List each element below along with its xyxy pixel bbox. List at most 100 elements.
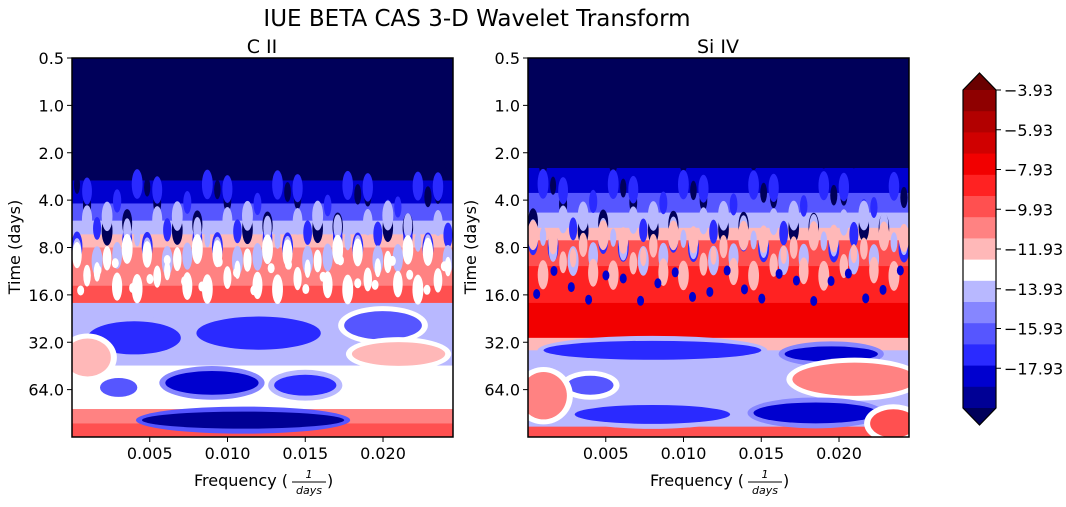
spike <box>657 122 669 153</box>
panel-title: Si IV <box>697 36 739 58</box>
dot <box>758 293 766 304</box>
spike <box>577 201 589 232</box>
spike <box>392 122 404 153</box>
spike <box>640 247 647 267</box>
spike <box>282 239 293 267</box>
dot <box>198 281 206 292</box>
spike <box>830 184 838 206</box>
spike <box>779 220 789 246</box>
heatmap-area <box>528 58 909 437</box>
colorbar-segment <box>963 132 996 154</box>
dot <box>654 278 662 289</box>
spike <box>344 231 351 251</box>
spike <box>152 176 163 204</box>
spike <box>81 205 93 234</box>
spike <box>537 168 549 199</box>
dot <box>567 282 575 293</box>
spike <box>710 246 717 265</box>
blob <box>344 311 422 340</box>
dot <box>844 268 852 279</box>
spike <box>878 221 890 251</box>
dot <box>129 282 137 293</box>
spike <box>412 171 424 201</box>
spike <box>680 229 687 248</box>
spike <box>749 145 759 171</box>
spike <box>900 186 908 209</box>
spike <box>303 220 312 245</box>
colorbar-segment <box>963 259 996 282</box>
y-tick-label: 1.0 <box>495 96 520 115</box>
spike <box>322 243 333 272</box>
spike <box>820 231 828 251</box>
colorbar-tick-label: −17.93 <box>1004 359 1063 378</box>
blob <box>574 404 731 424</box>
contour-band <box>72 285 453 304</box>
spike <box>83 264 91 287</box>
y-tick-label: 8.0 <box>39 239 64 258</box>
spike <box>569 217 578 241</box>
spike <box>748 170 759 200</box>
spike <box>868 122 880 153</box>
spike <box>589 189 598 214</box>
dot <box>602 270 610 281</box>
spike <box>173 247 182 272</box>
spike <box>203 148 212 173</box>
spike <box>539 226 547 246</box>
spike <box>607 260 619 290</box>
spike <box>272 170 283 200</box>
spike <box>688 226 699 254</box>
spike <box>354 184 362 205</box>
spike <box>373 221 383 247</box>
blob <box>753 402 878 424</box>
spike <box>102 246 112 271</box>
x-axis-label-text: Frequency ( <box>194 471 288 490</box>
spike <box>799 195 808 217</box>
y-tick-label: 0.5 <box>495 49 520 68</box>
colorbar-tick-label: −11.93 <box>1004 240 1063 259</box>
spike <box>253 192 262 216</box>
dot <box>233 267 241 278</box>
spike <box>888 260 900 291</box>
spike <box>748 260 760 291</box>
dot <box>533 288 541 299</box>
spike <box>443 222 453 249</box>
y-tick-label: 2.0 <box>495 144 520 163</box>
spike <box>181 123 193 153</box>
colorbar-segment <box>963 153 996 176</box>
dot <box>319 271 327 282</box>
spike <box>402 235 414 265</box>
spike <box>658 258 669 286</box>
spike <box>728 257 739 286</box>
colorbar-segment <box>963 386 996 409</box>
colorbar: −3.93 −5.93 −7.93 −9.93 −11.93 −13.93 −15.93 −1… <box>962 72 1063 426</box>
spike <box>414 231 422 252</box>
spike <box>667 220 679 251</box>
spike <box>780 245 787 264</box>
dot <box>740 284 748 295</box>
spike <box>312 200 324 231</box>
spike <box>403 213 413 238</box>
blob <box>274 374 337 396</box>
spike <box>252 243 263 271</box>
blob <box>870 409 909 437</box>
spike <box>232 138 243 165</box>
y-axis-label: Time (days) <box>461 200 480 296</box>
x-axis-label: Frequency ( 1 days ) <box>194 468 333 497</box>
spike <box>342 170 354 201</box>
x-tick-label: 0.010 <box>205 444 251 463</box>
colorbar-extend-min <box>963 408 996 425</box>
spike <box>709 219 718 244</box>
spike <box>548 227 558 255</box>
spike <box>352 238 363 267</box>
spike <box>718 200 729 231</box>
spike <box>112 272 123 301</box>
spike <box>93 216 102 240</box>
spike <box>698 207 709 235</box>
colorbar-segment <box>963 217 996 239</box>
spike <box>323 194 332 217</box>
colorbar-tick-label: −5.93 <box>1004 121 1053 140</box>
colorbar-segment <box>963 174 996 197</box>
dot <box>637 295 645 306</box>
spike <box>860 237 868 260</box>
spike <box>134 227 141 247</box>
